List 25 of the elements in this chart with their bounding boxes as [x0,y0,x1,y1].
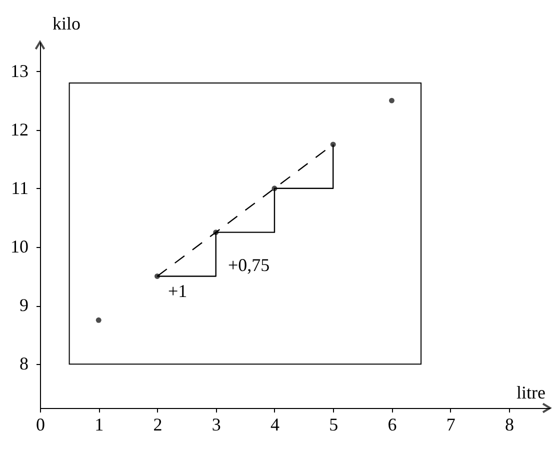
annotation: +1 [168,281,188,301]
y-tick-label: 10 [10,236,28,256]
x-tick-label: 0 [36,414,45,434]
x-tick-label: 2 [153,414,162,434]
point [330,142,336,148]
point [154,274,160,279]
point [96,317,102,323]
y-tick-label: 8 [20,354,28,374]
y-tick-label: 9 [20,295,28,316]
x-tick-label: 7 [446,414,456,434]
x-tick-label: 4 [270,414,280,434]
x-tick-label: 5 [329,414,338,434]
point [388,98,394,104]
x-tick-label: 3 [212,414,221,434]
y-tick-label: 13 [10,60,28,81]
x-tick-label: 6 [388,414,397,434]
y-tick-label: 11 [11,178,28,198]
x-tick-label: 1 [94,414,104,434]
point [272,186,278,192]
y-axis-title: kilo [52,14,81,34]
point [213,230,219,236]
y-tick-label: 12 [10,119,28,140]
x-tick-label: 8 [504,414,514,434]
annotation: +0,75 [228,255,270,275]
x-axis-title: litre [516,382,546,402]
